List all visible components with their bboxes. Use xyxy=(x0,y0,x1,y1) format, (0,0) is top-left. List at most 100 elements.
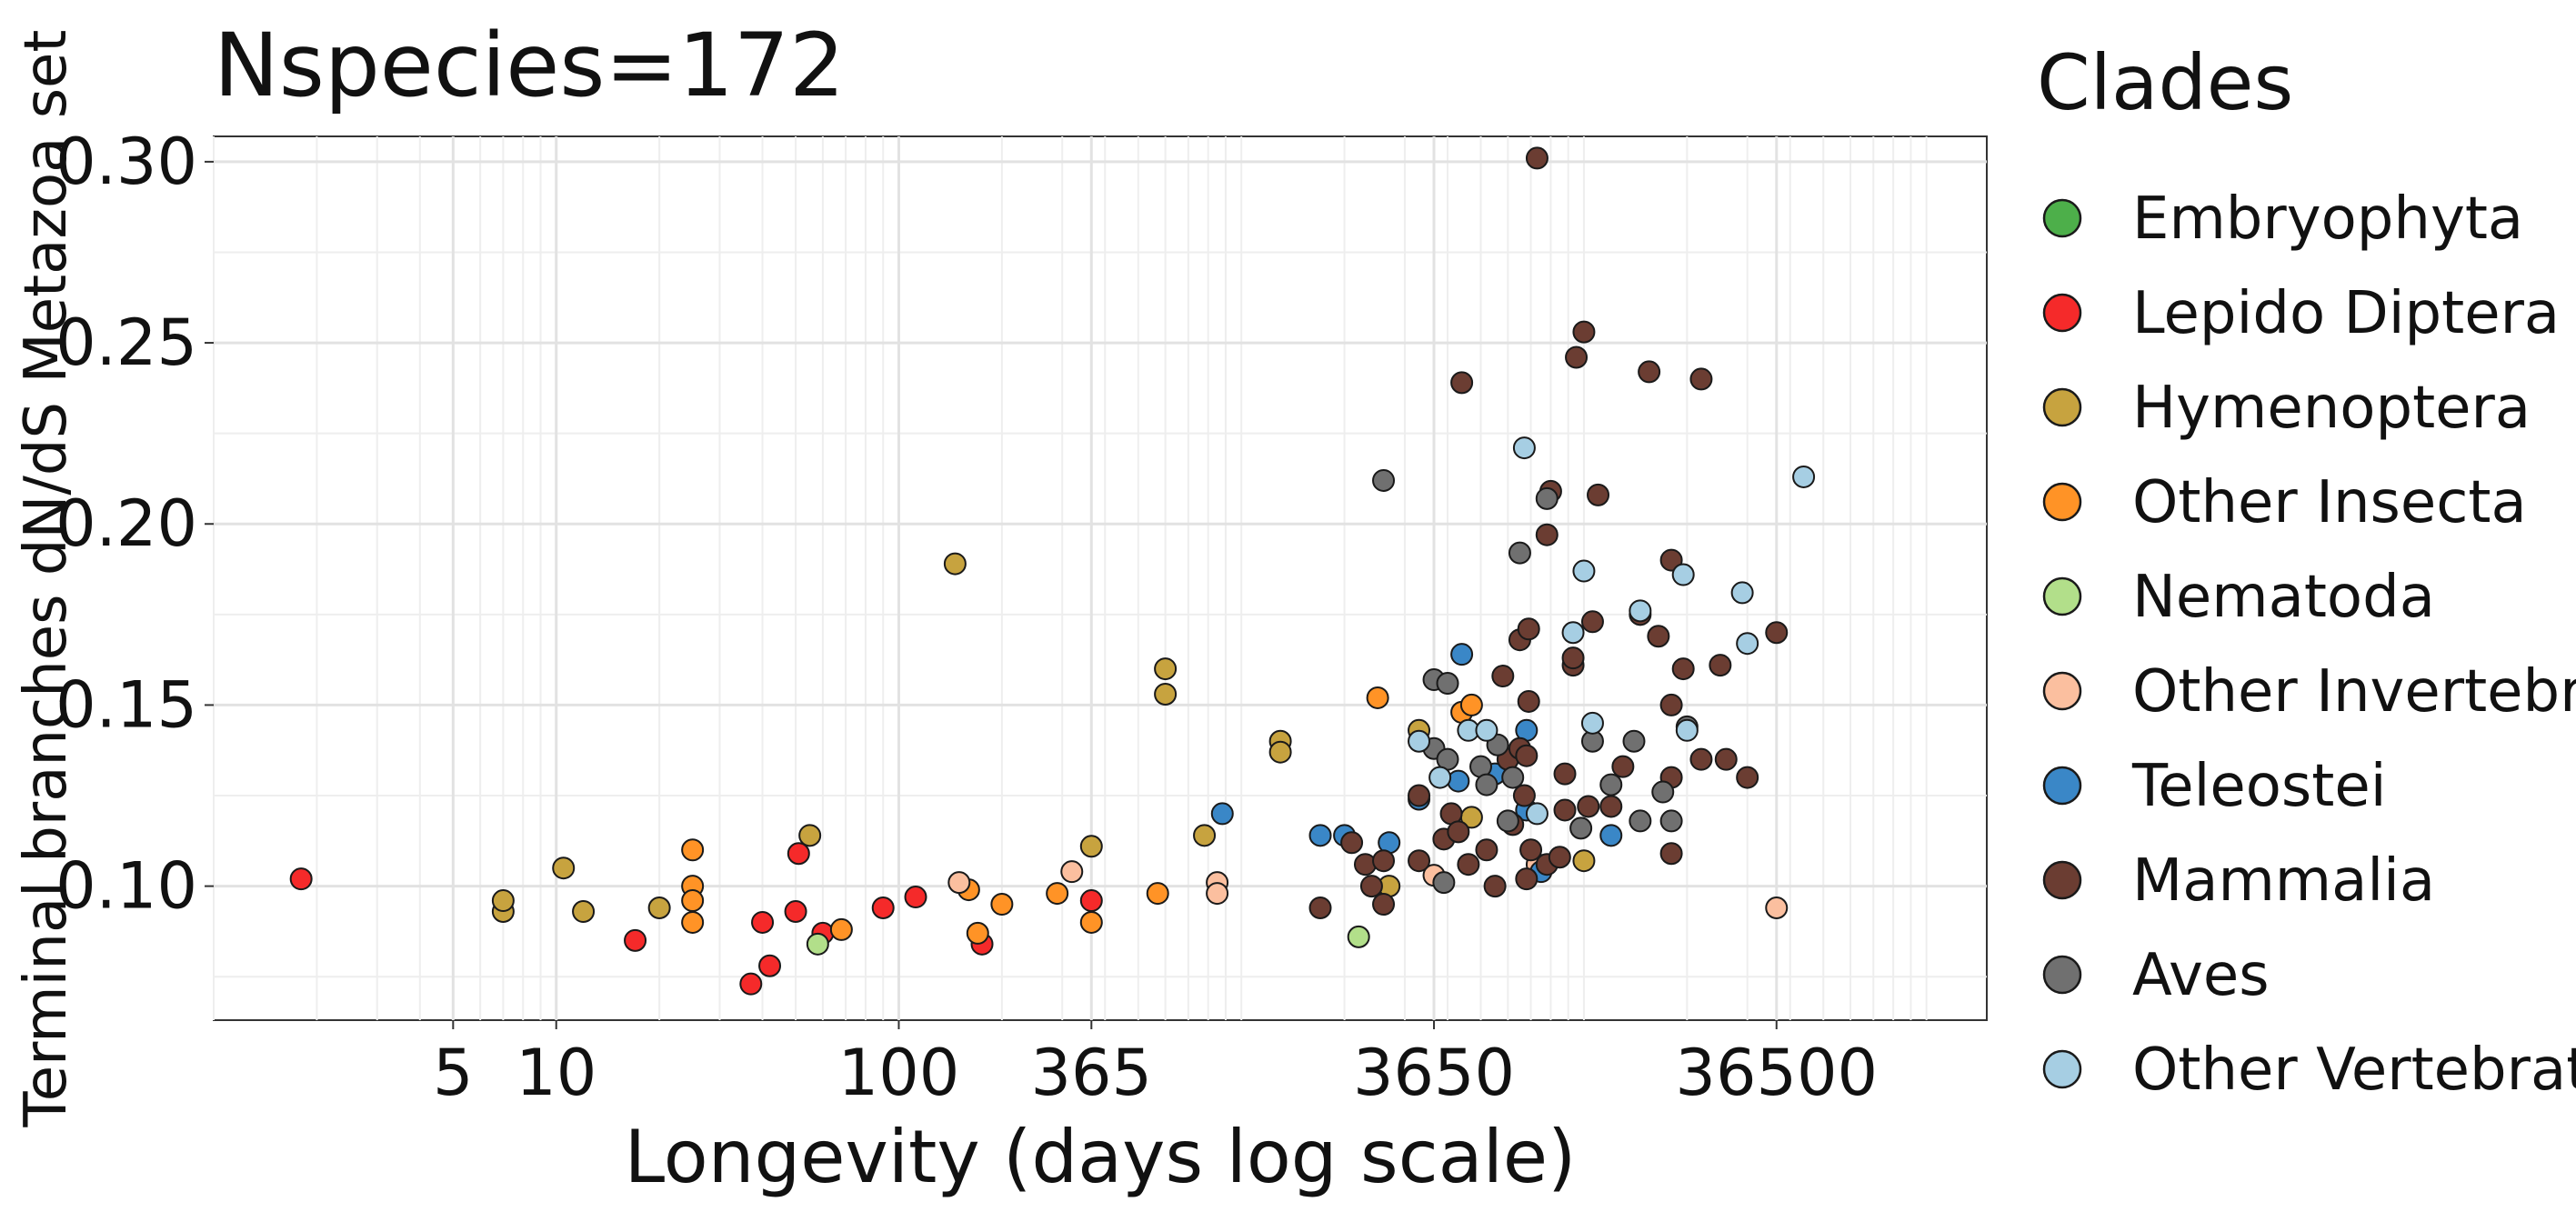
point-other-vertebrates xyxy=(1629,599,1652,623)
point-mammalia xyxy=(1525,146,1549,170)
legend-label-embryophyta: Embryophyta xyxy=(2132,185,2523,253)
point-other-insecta xyxy=(966,921,989,945)
point-mammalia xyxy=(1447,820,1470,844)
point-hymenoptera xyxy=(552,856,576,880)
point-other-vertebrates xyxy=(1475,718,1498,742)
x-tick-label: 3650 xyxy=(1353,1036,1515,1110)
point-lepido-diptera xyxy=(739,972,763,996)
point-hymenoptera xyxy=(1079,835,1103,858)
point-other-vertebrates xyxy=(1572,559,1596,583)
point-aves xyxy=(1659,809,1683,833)
point-mammalia xyxy=(1483,875,1507,898)
point-lepido-diptera xyxy=(751,910,775,934)
point-lepido-diptera xyxy=(1079,889,1103,913)
point-aves xyxy=(1622,729,1646,753)
point-teleostei xyxy=(1599,824,1623,847)
point-other-insecta xyxy=(1459,693,1483,716)
point-other-invertebrates xyxy=(1765,896,1789,920)
point-mammalia xyxy=(1659,842,1683,866)
point-mammalia xyxy=(1671,657,1695,681)
point-other-insecta xyxy=(1366,686,1389,709)
point-other-vertebrates xyxy=(1792,465,1816,488)
legend-label-other-insecta: Other Insecta xyxy=(2132,469,2527,536)
point-mammalia xyxy=(1372,893,1396,917)
point-mammalia xyxy=(1372,849,1396,873)
point-other-vertebrates xyxy=(1428,766,1452,789)
point-hymenoptera xyxy=(1154,657,1178,681)
point-lepido-diptera xyxy=(784,899,807,923)
point-hymenoptera xyxy=(1154,682,1178,706)
point-hymenoptera xyxy=(1572,849,1596,873)
point-other-vertebrates xyxy=(1675,718,1699,742)
point-mammalia xyxy=(1580,610,1604,634)
legend-marker-other-insecta xyxy=(2042,482,2082,522)
point-aves xyxy=(1599,773,1623,796)
point-hymenoptera xyxy=(943,552,967,576)
point-other-vertebrates xyxy=(1561,621,1585,645)
y-tick-label: 0.30 xyxy=(55,125,197,199)
point-mammalia xyxy=(1736,766,1759,789)
point-hymenoptera xyxy=(491,889,515,913)
y-tick-label: 0.10 xyxy=(55,849,197,924)
point-mammalia xyxy=(1457,853,1480,876)
point-hymenoptera xyxy=(647,896,671,920)
point-hymenoptera xyxy=(572,899,596,923)
x-tick-labels: 5 10 100 365 3650 36500 xyxy=(433,1020,1878,1110)
legend-title: Clades xyxy=(2037,38,2293,127)
point-nematoda xyxy=(806,932,829,956)
point-lepido-diptera xyxy=(624,928,647,952)
legend-marker-teleostei xyxy=(2042,766,2082,806)
point-teleostei xyxy=(1450,643,1474,666)
point-mammalia xyxy=(1714,747,1738,771)
point-other-invertebrates xyxy=(1206,882,1229,906)
y-tick-labels: 0.10 0.15 0.20 0.25 0.30 xyxy=(55,125,214,924)
point-aves xyxy=(1496,809,1519,833)
point-lepido-diptera xyxy=(904,886,927,909)
point-other-insecta xyxy=(1046,882,1069,906)
point-other-invertebrates xyxy=(947,871,971,895)
y-tick-label: 0.15 xyxy=(55,667,197,742)
point-teleostei xyxy=(1308,824,1332,847)
x-axis-title: Longevity (days log scale) xyxy=(625,1115,1577,1199)
point-aves xyxy=(1651,780,1675,804)
point-mammalia xyxy=(1553,798,1577,822)
x-tick-label: 365 xyxy=(1030,1036,1152,1110)
chart-title: Nspecies=172 xyxy=(214,15,845,116)
legend: Embryophyta Lepido Diptera Hymenoptera Othe… xyxy=(2042,185,2576,1104)
point-mammalia xyxy=(1359,875,1383,898)
x-tick-label: 36500 xyxy=(1675,1036,1878,1110)
legend-marker-mammalia xyxy=(2042,860,2082,900)
point-mammalia xyxy=(1765,621,1789,645)
point-aves xyxy=(1372,468,1396,492)
point-other-insecta xyxy=(681,838,705,862)
point-mammalia xyxy=(1515,744,1539,767)
point-other-vertebrates xyxy=(1671,563,1695,586)
legend-label-other-invertebrates: Other Invertebrates xyxy=(2132,658,2576,726)
point-mammalia xyxy=(1659,548,1683,572)
legend-marker-nematoda xyxy=(2042,576,2082,616)
point-aves xyxy=(1501,766,1525,789)
point-mammalia xyxy=(1611,755,1635,778)
legend-label-hymenoptera: Hymenoptera xyxy=(2132,375,2531,442)
point-other-vertebrates xyxy=(1408,729,1431,753)
point-aves xyxy=(1432,871,1456,895)
point-aves xyxy=(1508,541,1531,565)
point-other-insecta xyxy=(1079,910,1103,934)
legend-label-aves: Aves xyxy=(2132,942,2270,1009)
point-aves xyxy=(1436,672,1459,696)
point-mammalia xyxy=(1512,784,1536,807)
point-mammalia xyxy=(1491,665,1515,688)
point-mammalia xyxy=(1353,853,1377,876)
x-tick-label: 10 xyxy=(516,1036,596,1110)
point-other-vertebrates xyxy=(1580,711,1604,735)
point-aves xyxy=(1475,773,1498,796)
point-mammalia xyxy=(1548,846,1571,869)
point-mammalia xyxy=(1308,896,1332,920)
y-tick-label: 0.20 xyxy=(55,486,197,561)
point-mammalia xyxy=(1408,849,1431,873)
point-mammalia xyxy=(1340,831,1364,855)
legend-marker-aves xyxy=(2042,955,2082,995)
point-mammalia xyxy=(1519,838,1543,862)
point-mammalia xyxy=(1408,784,1431,807)
